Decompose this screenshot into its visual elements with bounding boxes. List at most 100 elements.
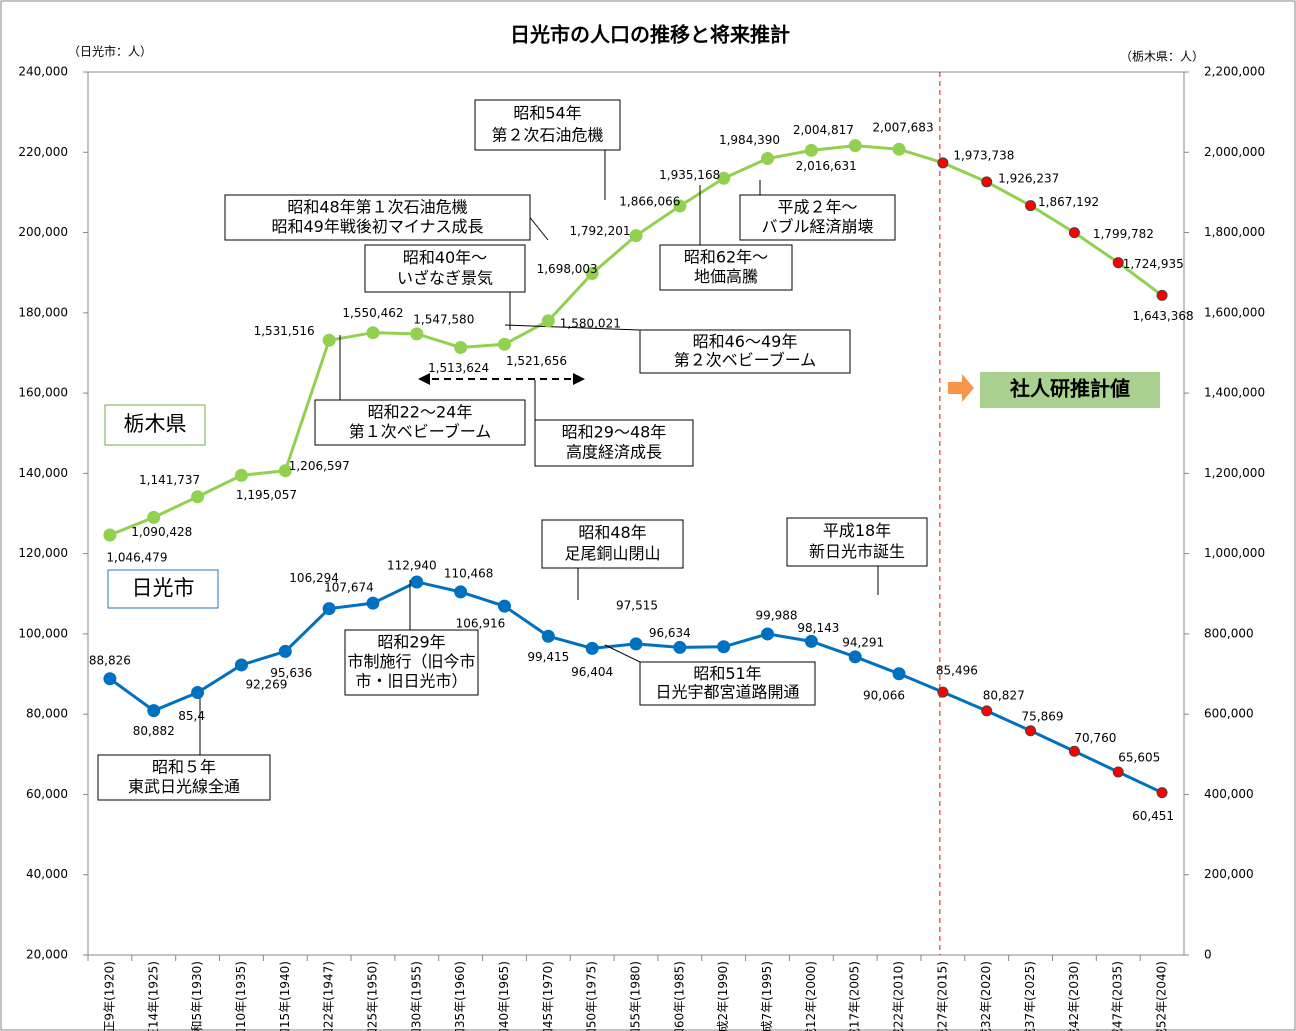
data-point: [1156, 289, 1168, 301]
data-label: 99,415: [527, 650, 569, 664]
annotation: 昭和51年: [693, 664, 761, 683]
data-point: [147, 510, 161, 524]
data-label: 1,792,201: [569, 224, 630, 238]
data-point: [629, 229, 643, 243]
callout-box: [224, 194, 531, 241]
data-label: 1,799,782: [1093, 227, 1154, 241]
data-point: [673, 640, 687, 654]
data-label: 80,827: [983, 688, 1025, 702]
data-point: [234, 468, 248, 482]
data-point: [981, 705, 993, 717]
y-tick-label: 140,000: [18, 466, 68, 480]
y2-tick-label: 1,600,000: [1204, 305, 1265, 319]
annotation: 東武日光線全通: [128, 777, 240, 796]
callout-pointer: [504, 324, 641, 331]
callout-box: [97, 754, 271, 801]
series-label: 日光市: [132, 576, 195, 600]
data-label: 96,634: [649, 626, 691, 640]
data-point: [191, 686, 205, 700]
data-label: 70,760: [1074, 731, 1116, 745]
data-point: [848, 650, 862, 664]
data-label: 85,496: [936, 664, 978, 678]
data-label: 107,674: [324, 581, 374, 595]
callout-box: [639, 329, 851, 374]
annotation: 新日光市誕生: [809, 542, 905, 561]
annotation: 市・旧日光市）: [355, 672, 467, 691]
data-label: 99,988: [756, 608, 798, 622]
callout-box: [739, 194, 896, 241]
y2-axis-label: （栃木県：人）: [1120, 50, 1204, 64]
data-point: [103, 528, 117, 542]
annotation: 昭和49年戦後初マイナス成長: [271, 217, 483, 236]
y-tick-label: 20,000: [26, 948, 68, 962]
data-label: 1,531,516: [254, 324, 315, 338]
x-tick-label: 平成27年(2015): [935, 961, 949, 1031]
x-tick-label: 昭和10年(1935): [234, 961, 248, 1031]
y2-tick-label: 600,000: [1204, 707, 1254, 721]
annotation: 昭和62年～: [684, 247, 768, 266]
data-point: [322, 333, 336, 347]
x-tick-label: 大正9年(1920): [102, 961, 116, 1031]
callout-box: [639, 661, 816, 706]
x-tick-label: 大正14年(1925): [146, 961, 160, 1031]
projection-arrow: [948, 374, 974, 402]
x-tick-label: 平成17年(2005): [848, 961, 862, 1031]
data-point: [804, 143, 818, 157]
data-label: 96,404: [571, 665, 613, 679]
data-label: 1,926,237: [998, 171, 1059, 185]
data-label: 1,206,597: [289, 459, 350, 473]
y-tick-label: 160,000: [18, 386, 68, 400]
data-point: [410, 575, 424, 589]
callout-box: [364, 244, 526, 293]
data-label: 110,468: [444, 566, 494, 580]
annotation: 市制施行（旧今市: [347, 652, 475, 671]
data-point: [981, 176, 993, 188]
annotation: 足尾銅山閉山: [564, 544, 660, 563]
x-tick-label: 平成7年(1995): [760, 961, 774, 1031]
data-point: [454, 340, 468, 354]
data-label: 1,580,021: [560, 316, 621, 330]
x-tick-label: 昭和45年(1970): [541, 961, 555, 1031]
data-point: [366, 326, 380, 340]
data-label: 88,826: [89, 653, 131, 667]
data-point: [1025, 725, 1037, 737]
x-tick-label: 昭和60年(1985): [672, 961, 686, 1031]
data-label: 75,869: [1022, 709, 1064, 723]
data-point: [1112, 766, 1124, 778]
data-label: 1,698,003: [537, 262, 598, 276]
data-point: [673, 199, 687, 213]
callout-pointer: [529, 217, 549, 241]
data-point: [366, 596, 380, 610]
data-point: [848, 139, 862, 153]
x-tick-label: 平成37年(2025): [1023, 961, 1037, 1031]
data-point: [278, 464, 292, 478]
data-point: [1025, 200, 1037, 212]
data-point: [1156, 787, 1168, 799]
data-point: [103, 672, 117, 686]
y2-tick-label: 0: [1204, 948, 1212, 962]
y-tick-label: 100,000: [18, 626, 68, 640]
data-label: 1,141,737: [139, 473, 200, 487]
annotation: 昭和48年第１次石油危機: [287, 197, 467, 216]
chart-title: 日光市の人口の推移と将来推計: [510, 23, 790, 47]
data-label: 1,513,624: [428, 361, 489, 375]
x-tick-label: 昭和25年(1950): [365, 961, 379, 1031]
data-point: [892, 142, 906, 156]
x-tick-label: 平成52年(2040): [1155, 961, 1169, 1031]
data-label: 85,4: [178, 709, 205, 723]
series-label-box: [107, 569, 219, 609]
x-tick-label: 昭和40年(1965): [497, 961, 511, 1031]
data-label: 97,515: [616, 598, 658, 612]
data-label: 1,643,368: [1133, 309, 1194, 323]
x-tick-label: 平成47年(2035): [1111, 961, 1125, 1031]
annotation: 昭和54年: [513, 104, 581, 123]
annotation: 昭和48年: [578, 523, 646, 542]
y-tick-label: 60,000: [26, 787, 68, 801]
y2-tick-label: 1,400,000: [1204, 386, 1265, 400]
data-label: 106,916: [456, 617, 506, 631]
callout-box: [541, 519, 684, 569]
x-tick-label: 昭和55年(1980): [629, 961, 643, 1031]
projection-label: 社人研推計値: [1009, 377, 1130, 401]
x-tick-label: 平成32年(2020): [979, 961, 993, 1031]
